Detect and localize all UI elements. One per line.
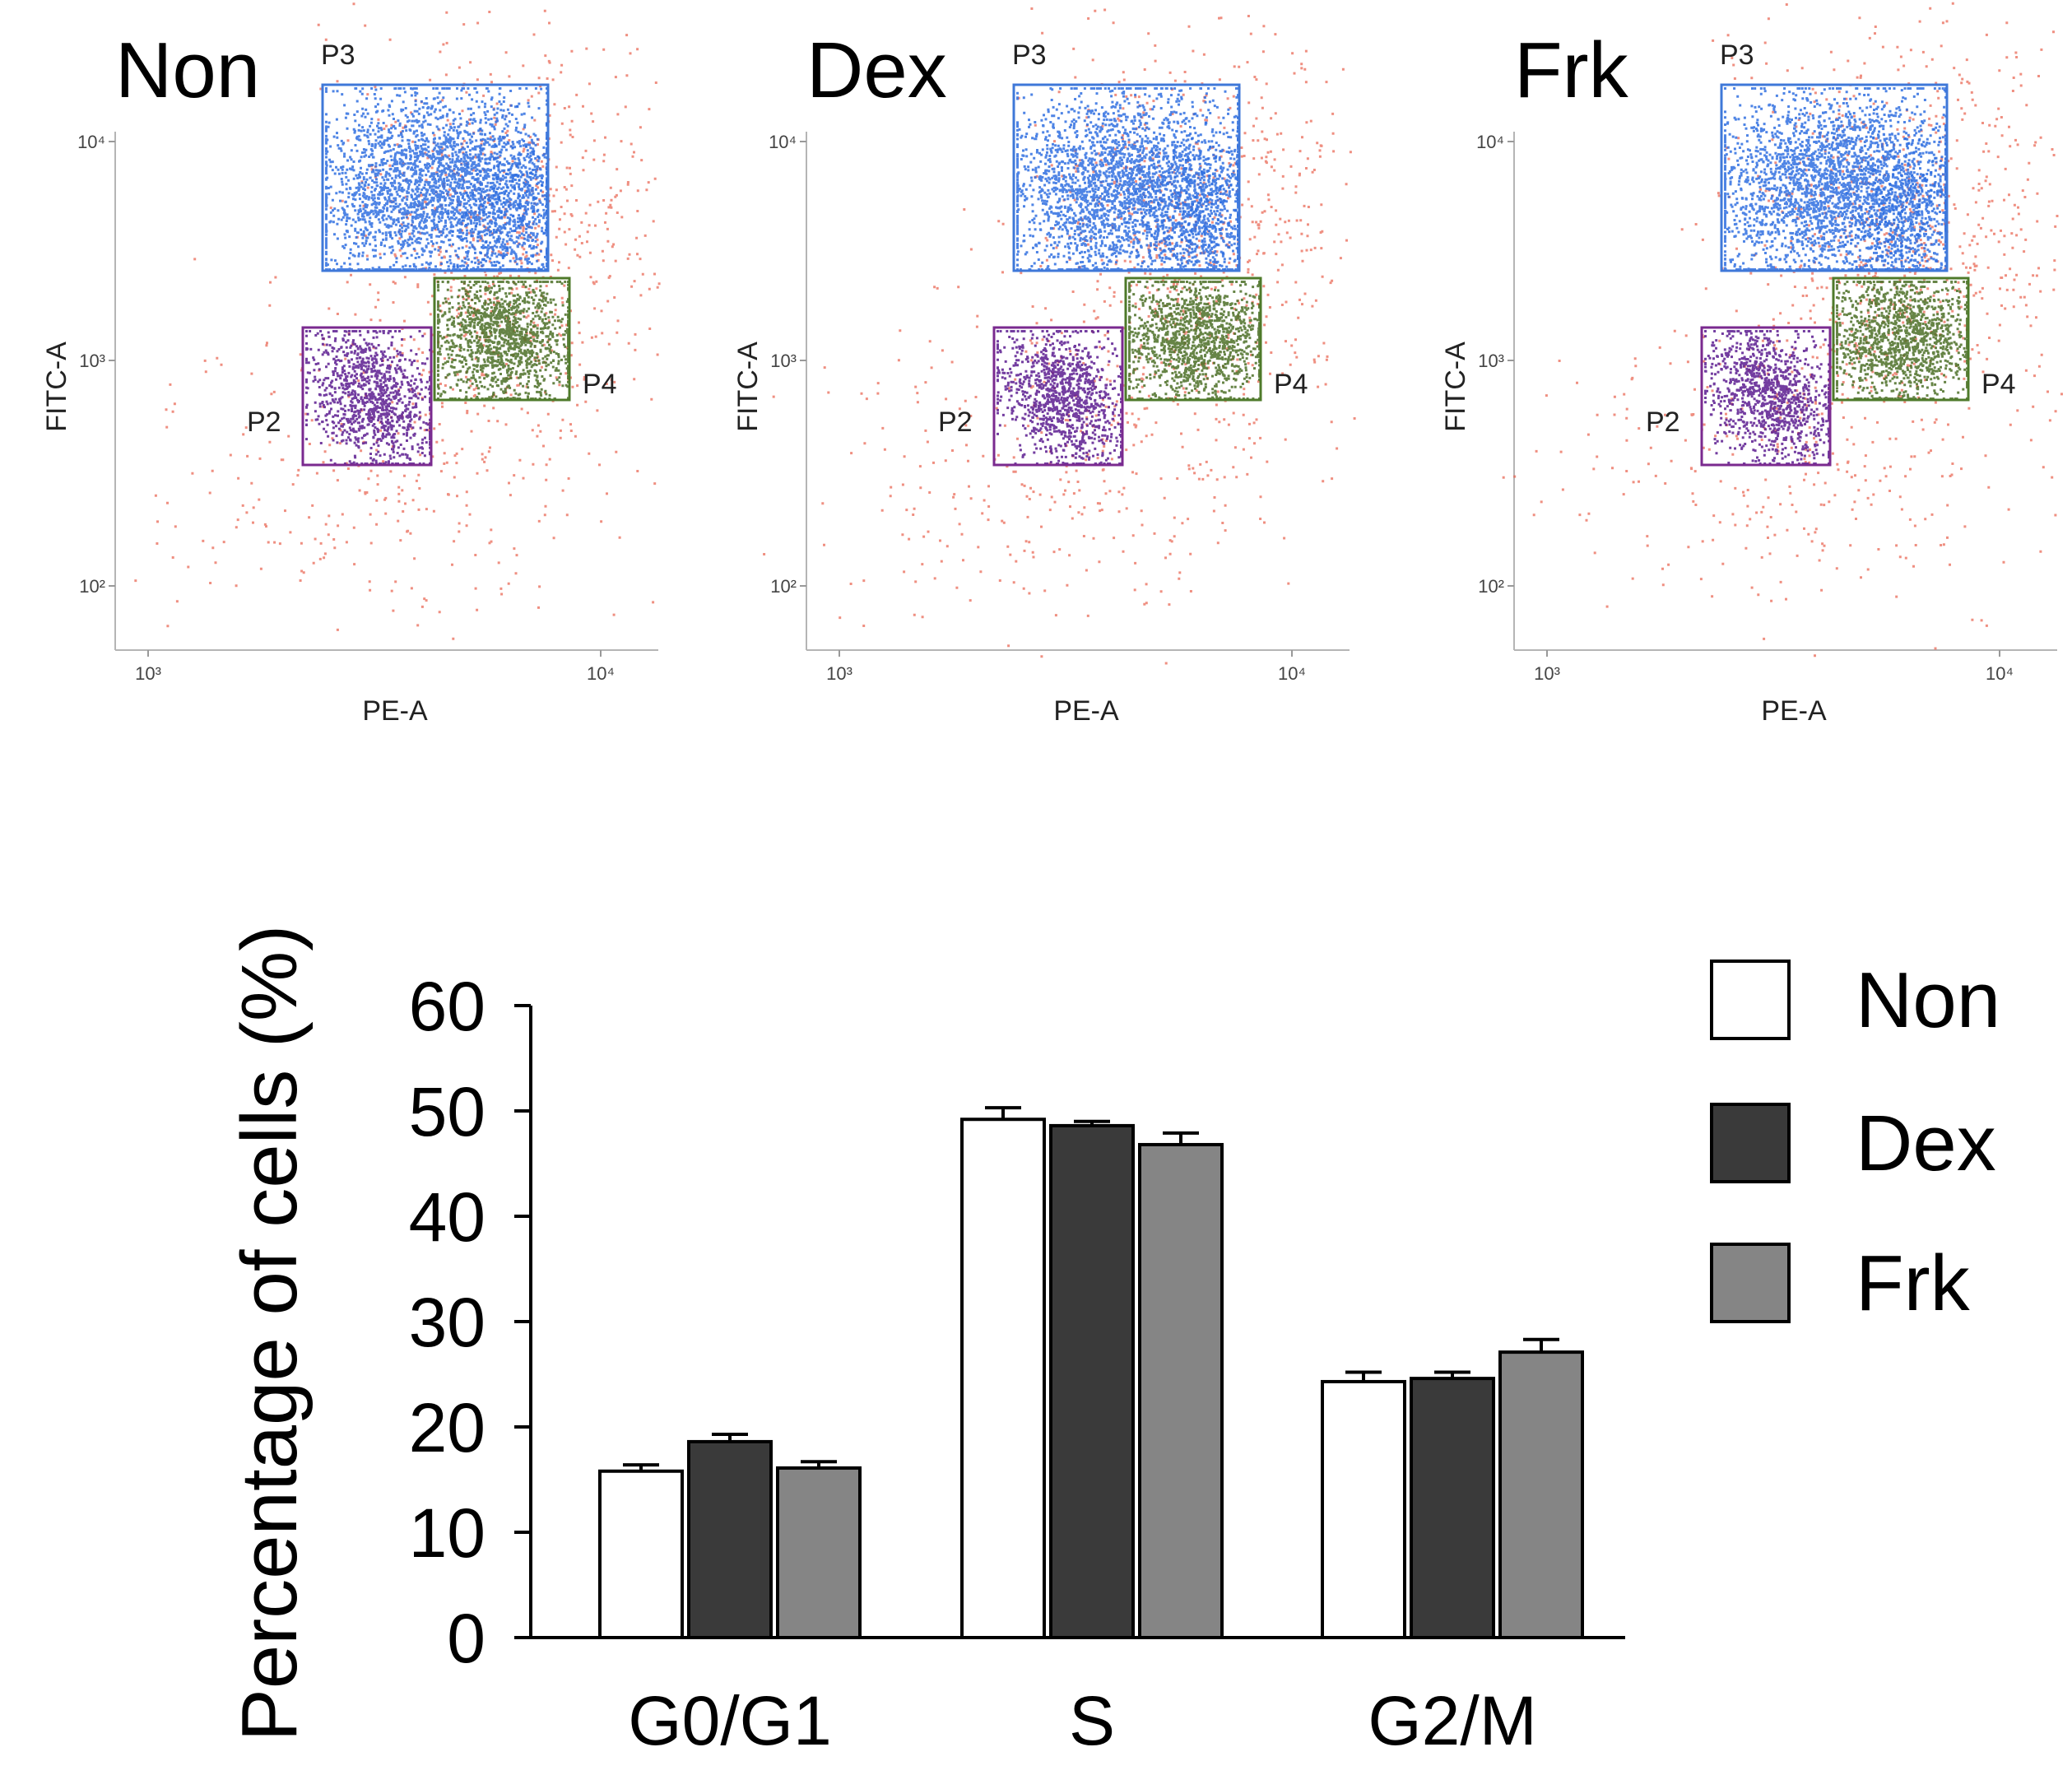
y-tick-label: 10 xyxy=(409,1494,485,1572)
bar-non-g2m xyxy=(1321,1379,1406,1640)
y-tick-label: 10³ xyxy=(1478,351,1504,371)
x-axis-label: PE-A xyxy=(1761,695,1827,727)
y-tick-label: 10⁴ xyxy=(1476,132,1504,152)
y-tick-label: 50 xyxy=(409,1073,485,1150)
gate-label-p2: P2 xyxy=(938,407,973,438)
flow-panel-dex: Dex 10² 10³ 10⁴ 10³ 10⁴ PE-A FITC-A P3 P2 P4 xyxy=(732,7,1356,727)
flow-panel-title: Dex xyxy=(806,26,947,114)
bar-non-s xyxy=(960,1118,1046,1639)
gate-p3 xyxy=(321,83,550,272)
y-tick-label: 10² xyxy=(770,576,797,597)
gate-p4 xyxy=(1832,276,1970,402)
y-axis-label: Percentage of cells (%) xyxy=(225,925,314,1741)
flow-panel-title: Frk xyxy=(1514,26,1629,114)
dot-cluster xyxy=(389,90,548,271)
bar-dex-g2m xyxy=(1410,1377,1495,1639)
y-axis-label: FITC-A xyxy=(1440,342,1471,432)
legend-label-non: Non xyxy=(1856,956,2000,1044)
x-tick-label: 10³ xyxy=(826,663,852,684)
bar-frk-g0g1 xyxy=(776,1466,862,1639)
y-tick-label: 10⁴ xyxy=(769,132,797,152)
bar-dex-s xyxy=(1049,1123,1135,1640)
y-axis-label: FITC-A xyxy=(41,342,72,432)
dot-cluster xyxy=(1724,87,1947,271)
x-tick-label: G0/G1 xyxy=(628,1682,831,1759)
flow-panel-frk: Frk 10² 10³ 10⁴ 10³ 10⁴ PE-A FITC-A P3 P2 P4 xyxy=(1440,2,2063,727)
x-tick-label: 10⁴ xyxy=(1986,663,2014,684)
y-axis-label: FITC-A xyxy=(732,342,764,432)
bar-frk-s xyxy=(1138,1142,1224,1639)
y-tick-label: 10⁴ xyxy=(77,132,105,152)
legend-swatch-non xyxy=(1710,960,1791,1040)
gate-label-p3: P3 xyxy=(321,39,355,71)
flow-axes xyxy=(1513,132,2057,651)
gate-label-p4: P4 xyxy=(1274,369,1308,400)
dot-cluster xyxy=(997,330,1122,465)
dot-cluster xyxy=(305,330,431,465)
y-tick-label: 10³ xyxy=(79,351,105,371)
gate-p3 xyxy=(1012,83,1241,272)
bar-dex-g0g1 xyxy=(687,1439,773,1639)
y-tick-label: 60 xyxy=(409,968,485,1045)
flow-axes xyxy=(114,132,658,651)
y-tick-label: 10² xyxy=(79,576,105,597)
gate-label-p2: P2 xyxy=(247,407,281,438)
dot-cluster xyxy=(1128,281,1261,400)
flow-dots xyxy=(134,2,766,640)
flow-panel-non: Non 10² 10³ 10⁴ 10³ 10⁴ PE-A FITC-A P3 P2 P4 xyxy=(41,2,766,727)
y-tick-label: 30 xyxy=(409,1284,485,1361)
dot-cluster xyxy=(1704,330,1830,465)
gate-p4 xyxy=(433,276,571,402)
y-tick-label: 0 xyxy=(447,1600,485,1677)
legend-swatch-frk xyxy=(1710,1243,1791,1323)
gate-p2 xyxy=(1700,326,1832,467)
cell-cycle-bar-chart: 0 10 20 30 40 50 60 Percentage of cells (%) G0/G… xyxy=(225,925,2000,1759)
y-tick-label: 20 xyxy=(409,1389,485,1466)
flow-cytometry-panels: Non 10² 10³ 10⁴ 10³ 10⁴ PE-A FITC-A P3 P2 P4 Dex 10²… xyxy=(41,2,2063,727)
x-axis-label: PE-A xyxy=(362,695,428,727)
gate-label-p3: P3 xyxy=(1012,39,1047,71)
legend: Non Dex Frk xyxy=(1710,956,2000,1327)
y-tick-label: 10³ xyxy=(770,351,797,371)
bar-non-g0g1 xyxy=(598,1469,684,1640)
dot-cluster xyxy=(1833,90,1947,271)
x-tick-label: S xyxy=(1069,1682,1115,1759)
flow-dots xyxy=(1502,2,2063,658)
dot-cluster xyxy=(325,87,548,271)
flow-dots xyxy=(772,7,1356,665)
legend-label-dex: Dex xyxy=(1856,1099,1996,1187)
x-tick-label: 10³ xyxy=(1534,663,1560,684)
x-tick-label: G2/M xyxy=(1368,1682,1536,1759)
flow-panel-title: Non xyxy=(115,26,260,114)
flow-axes xyxy=(806,132,1350,651)
legend-swatch-dex xyxy=(1710,1103,1791,1183)
dot-cluster xyxy=(437,281,569,400)
gate-label-p4: P4 xyxy=(1981,369,2016,400)
gate-label-p4: P4 xyxy=(583,369,617,400)
x-tick-label: 10³ xyxy=(135,663,161,684)
gate-label-p3: P3 xyxy=(1720,39,1754,71)
x-tick-label: 10⁴ xyxy=(1278,663,1306,684)
gate-p3 xyxy=(1720,83,1949,272)
y-tick-label: 10² xyxy=(1478,576,1504,597)
y-tick-label: 40 xyxy=(409,1178,485,1256)
gate-p4 xyxy=(1124,276,1262,402)
gate-label-p2: P2 xyxy=(1646,407,1680,438)
x-tick-label: 10⁴ xyxy=(587,663,615,684)
dot-cluster xyxy=(1125,97,1239,271)
gate-p2 xyxy=(301,326,433,467)
dot-cluster xyxy=(1016,87,1239,271)
dot-cluster xyxy=(1836,281,1968,400)
bar-frk-g2m xyxy=(1498,1350,1584,1639)
legend-label-frk: Frk xyxy=(1856,1239,1971,1327)
gate-p2 xyxy=(992,326,1124,467)
x-axis-label: PE-A xyxy=(1053,695,1119,727)
